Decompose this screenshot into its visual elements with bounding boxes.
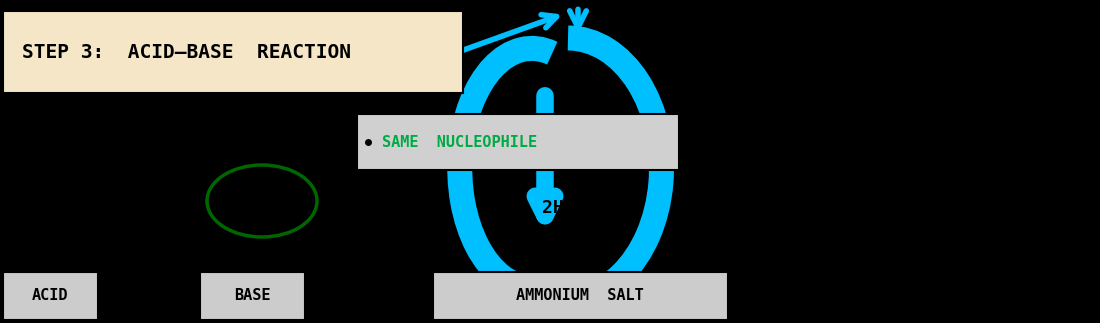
FancyBboxPatch shape bbox=[3, 272, 98, 320]
Text: SAME  NUCLEOPHILE: SAME NUCLEOPHILE bbox=[382, 134, 537, 150]
Text: ACID: ACID bbox=[32, 288, 68, 304]
Text: 2H: 2H bbox=[542, 199, 563, 217]
Text: AMMONIUM  SALT: AMMONIUM SALT bbox=[516, 288, 644, 304]
FancyBboxPatch shape bbox=[3, 11, 463, 93]
FancyBboxPatch shape bbox=[200, 272, 305, 320]
FancyBboxPatch shape bbox=[358, 114, 679, 170]
FancyBboxPatch shape bbox=[433, 272, 728, 320]
Text: STEP 3:  ACID–BASE  REACTION: STEP 3: ACID–BASE REACTION bbox=[22, 43, 351, 61]
Text: BASE: BASE bbox=[233, 288, 271, 304]
